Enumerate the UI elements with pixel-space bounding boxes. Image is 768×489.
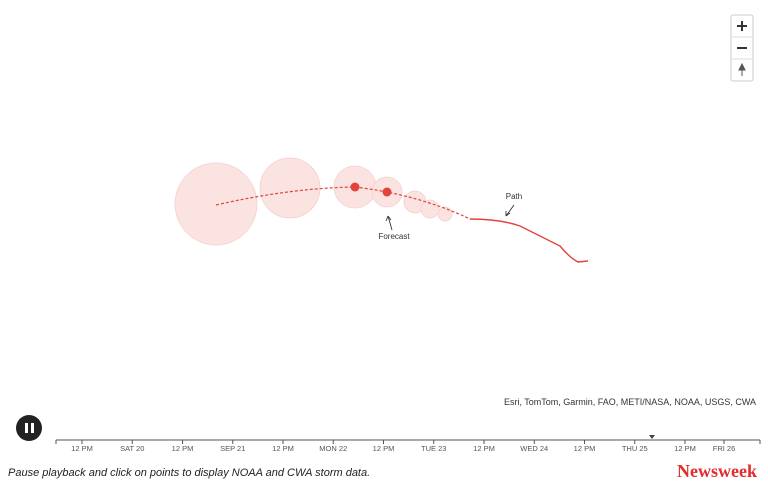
timeline-tick-label: FRI 26	[713, 444, 736, 453]
play-button[interactable]	[16, 415, 42, 441]
forecast-point[interactable]	[350, 182, 360, 192]
timeline-tick-label: 12 PM	[71, 444, 93, 453]
timeline-tick-label: 12 PM	[574, 444, 596, 453]
forecast-label: Forecast	[378, 232, 410, 241]
cone[interactable]	[259, 157, 321, 219]
attribution: Esri, TomTom, Garmin, FAO, METI/NASA, NO…	[504, 397, 756, 407]
arrow	[505, 204, 515, 217]
timeline-tick-label: 12 PM	[473, 444, 495, 453]
cone[interactable]	[437, 206, 453, 222]
storm-path	[469, 218, 589, 263]
timeline-tick-label: TUE 23	[421, 444, 446, 453]
timeline-tick-label: MON 22	[319, 444, 347, 453]
timeline-tick-label: 12 PM	[373, 444, 395, 453]
timeline-marker[interactable]	[649, 435, 655, 439]
zoom-controls	[730, 14, 754, 82]
timeline-tick-label: SAT 20	[120, 444, 144, 453]
zoom-in[interactable]	[737, 21, 747, 31]
arrow	[385, 215, 393, 231]
timeline-tick-label: THU 25	[622, 444, 648, 453]
caption: Pause playback and click on points to di…	[8, 467, 370, 479]
reset-north[interactable]	[738, 62, 746, 76]
storm-cones	[174, 157, 453, 246]
cone[interactable]	[174, 162, 258, 246]
forecast-point[interactable]	[382, 187, 392, 197]
timeline-tick-label: SEP 21	[220, 444, 245, 453]
logo: Newsweek	[677, 461, 757, 481]
timeline-tick-label: 12 PM	[172, 444, 194, 453]
path-label: Path	[506, 192, 522, 201]
timeline-tick-label: WED 24	[520, 444, 548, 453]
timeline-ticks: 12 PM SAT 20 12 PM SEP 21 12 PM MON 22 12 PM TU…	[71, 440, 735, 453]
timeline-tick-label: 12 PM	[674, 444, 696, 453]
timeline-tick-label: 12 PM	[272, 444, 294, 453]
